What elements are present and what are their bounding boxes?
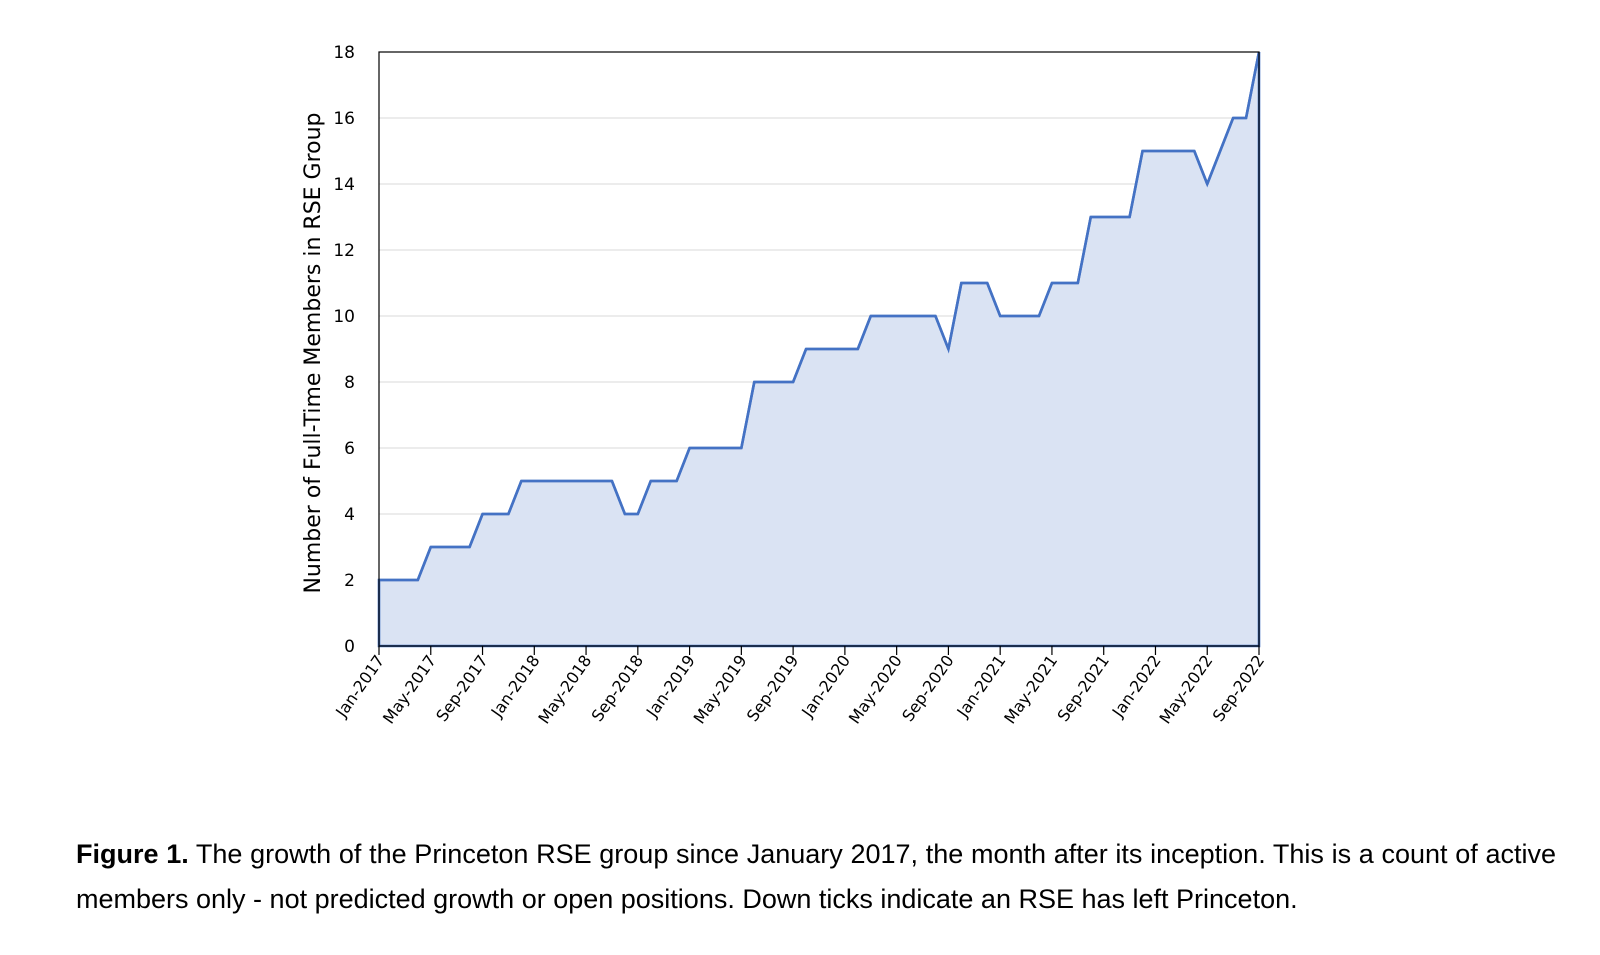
x-tick-label: Sep-2018 bbox=[588, 651, 648, 725]
x-axis-ticks: Jan-2017May-2017Sep-2017Jan-2018May-2018… bbox=[331, 646, 1268, 727]
x-tick-label: May-2018 bbox=[534, 651, 595, 727]
x-tick-label: Jan-2021 bbox=[953, 651, 1010, 721]
x-tick-label: May-2022 bbox=[1155, 651, 1216, 727]
growth-chart: 0 2 4 6 8 10 12 14 16 18 Jan-2017May-2017Sep-2017… bbox=[301, 43, 1268, 727]
figure-caption: Figure 1. The growth of the Princeton RS… bbox=[76, 832, 1556, 922]
x-tick-label: Jan-2020 bbox=[797, 651, 854, 721]
x-tick-label: Sep-2021 bbox=[1053, 651, 1113, 725]
x-tick-label: Jan-2019 bbox=[642, 651, 699, 721]
caption-text: The growth of the Princeton RSE group si… bbox=[76, 839, 1556, 914]
y-tick-label: 14 bbox=[333, 175, 355, 195]
figure-label: Figure 1. bbox=[76, 839, 189, 869]
x-tick-label: Sep-2019 bbox=[743, 651, 803, 725]
y-tick-label: 2 bbox=[344, 571, 355, 591]
y-tick-label: 12 bbox=[333, 241, 355, 261]
x-tick-label: Sep-2020 bbox=[898, 651, 958, 725]
y-axis-ticks: 0 2 4 6 8 10 12 14 16 18 bbox=[333, 43, 355, 657]
y-tick-label: 18 bbox=[333, 43, 355, 63]
y-tick-label: 16 bbox=[333, 109, 355, 129]
x-tick-label: May-2021 bbox=[1000, 651, 1061, 727]
x-tick-label: Jan-2018 bbox=[487, 651, 544, 721]
x-tick-label: May-2019 bbox=[690, 651, 751, 727]
plot-frame bbox=[378, 51, 1260, 647]
y-tick-label: 4 bbox=[344, 505, 355, 525]
y-tick-label: 0 bbox=[344, 637, 355, 657]
x-tick-label: Jan-2017 bbox=[331, 651, 388, 721]
x-tick-label: Sep-2017 bbox=[432, 651, 492, 725]
y-tick-label: 8 bbox=[344, 373, 355, 393]
y-tick-label: 10 bbox=[333, 307, 355, 327]
x-tick-label: May-2017 bbox=[379, 651, 440, 727]
x-tick-label: May-2020 bbox=[845, 651, 906, 727]
x-tick-label: Jan-2022 bbox=[1108, 651, 1165, 721]
x-tick-label: Sep-2022 bbox=[1209, 651, 1269, 725]
y-axis-title: Number of Full-Time Members in RSE Group bbox=[301, 112, 326, 593]
y-tick-label: 6 bbox=[344, 439, 355, 459]
series-line bbox=[379, 51, 1261, 582]
